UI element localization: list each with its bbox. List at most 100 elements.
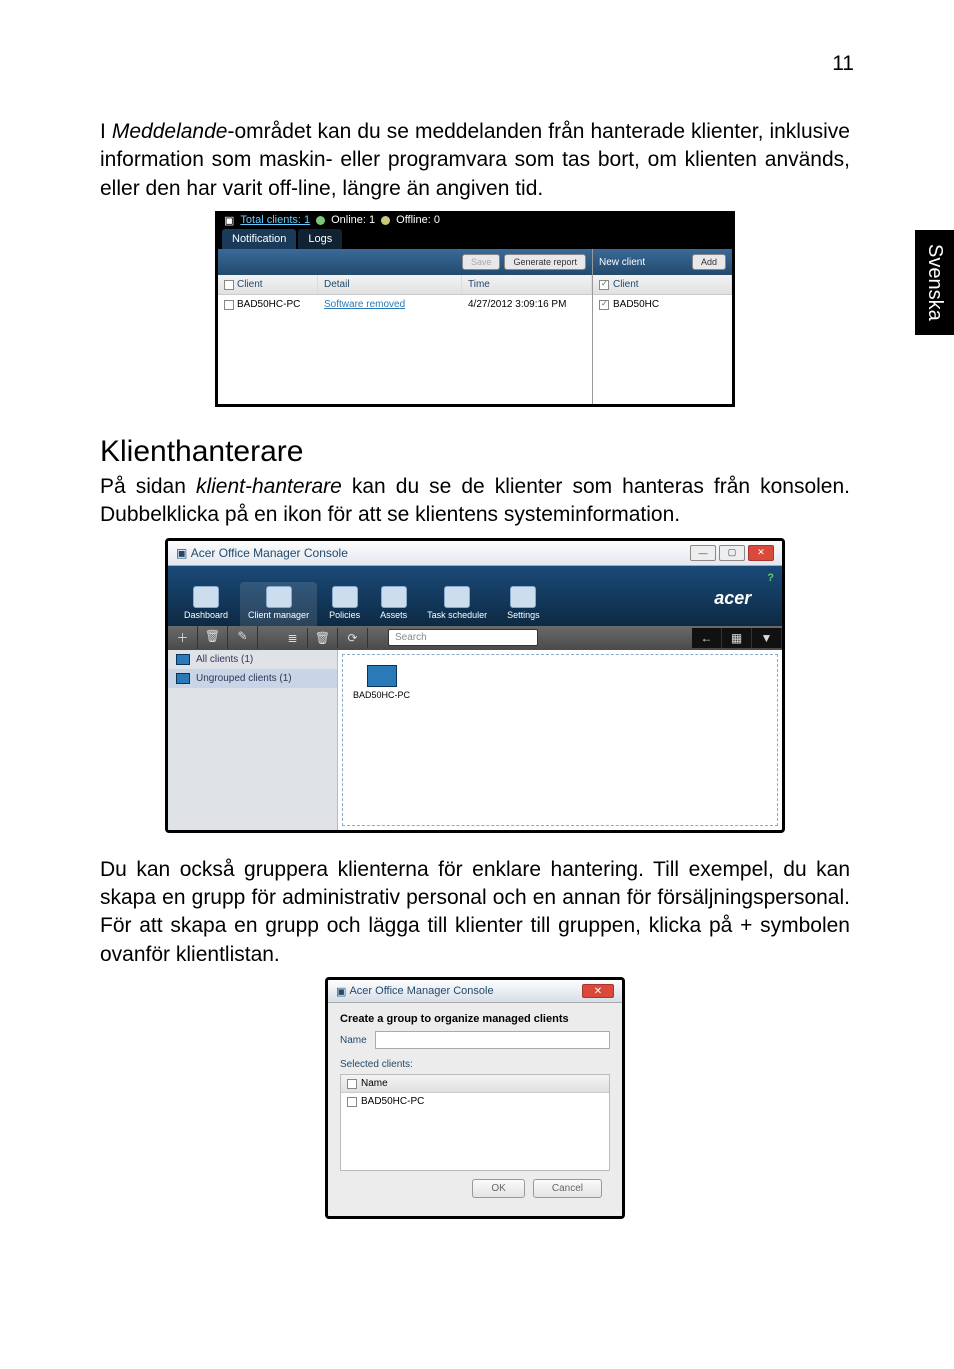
col-client-right: Client [613, 279, 639, 290]
nav-dashboard[interactable]: Dashboard [176, 582, 236, 626]
sidebar-item-all-clients[interactable]: All clients (1) [168, 650, 337, 669]
heading-klienthanterare: Klienthanterare [100, 435, 850, 469]
col-detail: Detail [318, 275, 462, 294]
right-toolbar: New client Add [593, 249, 732, 275]
text: I [100, 120, 112, 143]
nav-settings[interactable]: Settings [499, 582, 548, 626]
emphasis: klient-hanterare [196, 475, 342, 498]
add-button[interactable]: Add [692, 254, 726, 270]
table-row[interactable]: BAD50HC-PC [341, 1093, 609, 1110]
create-group-dialog: ▣ Acer Office Manager Console ✕ Create a… [325, 977, 625, 1219]
sidebar-label: Ungrouped clients (1) [196, 673, 292, 684]
nav-label: Settings [507, 610, 540, 620]
offline-label: Offline: 0 [396, 214, 440, 226]
group-name-input[interactable] [375, 1031, 610, 1049]
table-row[interactable]: BAD50HC-PC Software removed 4/27/2012 3:… [218, 295, 592, 314]
row-client: BAD50HC-PC [237, 299, 300, 310]
monitor-icon [367, 665, 397, 687]
right-table-header: Client [593, 275, 732, 295]
toolbar: ＋ 🗑 ✎ ≣ 🗑 ⟳ Search ← ▦ ▼ [168, 626, 782, 650]
selected-clients-label: Selected clients: [340, 1059, 610, 1070]
nav-task-scheduler[interactable]: Task scheduler [419, 582, 495, 626]
nav-label: Task scheduler [427, 610, 487, 620]
window-titlebar: ▣ Acer Office Manager Console — ▢ ✕ [168, 541, 782, 566]
nav-label: Client manager [248, 610, 309, 620]
online-dot-icon [316, 216, 325, 225]
total-clients-link[interactable]: Total clients: 1 [240, 214, 310, 226]
client-manager-window: ▣ Acer Office Manager Console — ▢ ✕ Dash… [165, 538, 785, 833]
dashboard-icon [193, 586, 219, 608]
page-content: I Meddelande-området kan du se meddeland… [100, 118, 850, 1242]
row-checkbox[interactable] [224, 300, 234, 310]
client-item[interactable]: BAD50HC-PC [353, 665, 410, 700]
nav-label: Dashboard [184, 610, 228, 620]
select-all-checkbox[interactable] [347, 1079, 357, 1089]
policies-icon [332, 586, 358, 608]
edit-button[interactable]: ✎ [228, 626, 258, 649]
search-input[interactable]: Search [388, 629, 538, 646]
clients-table: Name BAD50HC-PC [340, 1074, 610, 1171]
col-client: Client [237, 279, 263, 290]
tab-logs[interactable]: Logs [298, 229, 342, 249]
intro-paragraph-1: I Meddelande-området kan du se meddeland… [100, 118, 850, 203]
delete-button[interactable]: 🗑 [198, 626, 228, 649]
monitor-icon [266, 586, 292, 608]
right-row-client: BAD50HC [613, 299, 659, 310]
paragraph-3: Du kan också gruppera klienterna för enk… [100, 856, 850, 969]
nav-policies[interactable]: Policies [321, 582, 368, 626]
row-detail-link[interactable]: Software removed [318, 295, 462, 314]
col-name: Name [361, 1078, 388, 1089]
close-button[interactable]: ✕ [748, 545, 774, 561]
main-nav: Dashboard Client manager Policies Assets… [168, 566, 782, 626]
tab-strip: Notification Logs [218, 229, 732, 249]
cancel-button[interactable]: Cancel [533, 1179, 602, 1198]
scheduler-icon [444, 586, 470, 608]
nav-assets[interactable]: Assets [372, 582, 415, 626]
dialog-title: Acer Office Manager Console [349, 985, 493, 997]
maximize-button[interactable]: ▢ [719, 545, 745, 561]
back-button[interactable]: ← [692, 628, 722, 648]
sidebar-item-ungrouped[interactable]: Ungrouped clients (1) [168, 669, 337, 688]
assets-icon [381, 586, 407, 608]
grid-view-button[interactable]: ▦ [722, 628, 752, 648]
right-row-checkbox[interactable] [599, 300, 609, 310]
dialog-titlebar: ▣ Acer Office Manager Console ✕ [328, 980, 622, 1003]
app-icon: ▣ [224, 214, 234, 227]
nav-label: Assets [380, 610, 407, 620]
save-button[interactable]: Save [462, 254, 501, 270]
dropdown-button[interactable]: ▼ [752, 628, 782, 648]
add-group-button[interactable]: ＋ [168, 626, 198, 649]
tab-notification[interactable]: Notification [222, 229, 296, 249]
text: På sidan [100, 475, 196, 498]
language-side-tab: Svenska [915, 230, 954, 335]
nav-label: Policies [329, 610, 360, 620]
monitor-icon [176, 673, 190, 684]
brand-logo: acer [714, 588, 759, 609]
row-checkbox[interactable] [347, 1097, 357, 1107]
right-select-all-checkbox[interactable] [599, 280, 609, 290]
row-client: BAD50HC-PC [361, 1096, 424, 1107]
notification-window: ▣ Total clients: 1 Online: 1 Offline: 0 … [215, 211, 735, 407]
refresh-button[interactable]: ⟳ [338, 628, 368, 648]
close-button[interactable]: ✕ [582, 984, 614, 998]
client-name: BAD50HC-PC [353, 690, 410, 700]
list-button[interactable]: ≣ [278, 628, 308, 648]
name-label: Name [340, 1035, 367, 1046]
help-icon[interactable]: ? [767, 572, 774, 584]
minimize-button[interactable]: — [690, 545, 716, 561]
app-icon: ▣ [176, 546, 187, 560]
offline-dot-icon [381, 216, 390, 225]
col-time: Time [462, 275, 592, 294]
select-all-checkbox[interactable] [224, 280, 234, 290]
delete2-button[interactable]: 🗑 [308, 628, 338, 648]
generate-report-button[interactable]: Generate report [504, 254, 586, 270]
window-titlebar: ▣ Total clients: 1 Online: 1 Offline: 0 [218, 211, 732, 229]
newclient-label: New client [599, 257, 645, 268]
paragraph-2: På sidan klient-hanterare kan du se de k… [100, 473, 850, 530]
right-table-row[interactable]: BAD50HC [593, 295, 732, 314]
monitor-icon [176, 654, 190, 665]
page-number: 11 [832, 52, 854, 76]
ok-button[interactable]: OK [472, 1179, 524, 1198]
window-title: Acer Office Manager Console [191, 546, 348, 560]
nav-client-manager[interactable]: Client manager [240, 582, 317, 626]
